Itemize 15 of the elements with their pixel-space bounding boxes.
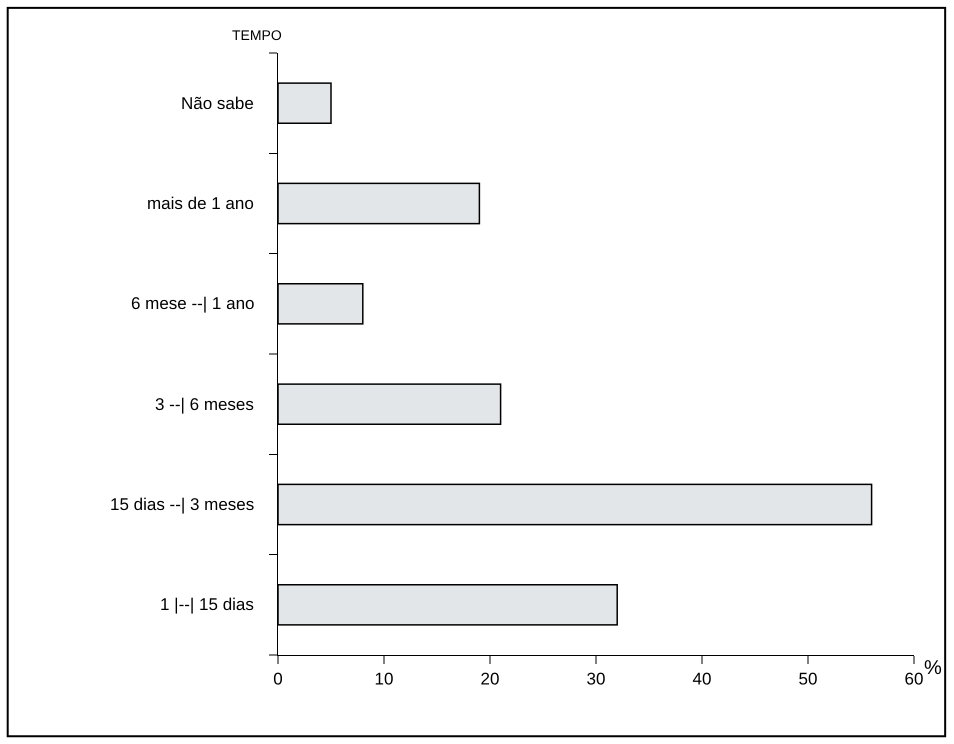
x-tick-label: 40 <box>692 669 712 688</box>
x-tick-label: 50 <box>798 669 818 688</box>
y-tick-label: mais de 1 ano <box>147 194 254 213</box>
y-tick-label: 15 dias --| 3 meses <box>110 495 254 514</box>
x-tick-label: 0 <box>273 669 283 688</box>
y-tick-label: 3 --| 6 meses <box>155 395 254 414</box>
y-tick-label: 6 mese --| 1 ano <box>131 294 254 313</box>
y-tick-label: 1 |--| 15 dias <box>160 595 254 614</box>
x-tick-label: 30 <box>586 669 606 688</box>
x-tick-label: 20 <box>480 669 500 688</box>
x-tick-label: 10 <box>374 669 394 688</box>
x-axis-title: % <box>924 657 942 679</box>
y-tick-label: Não sabe <box>181 94 254 113</box>
x-tick-label: 60 <box>904 669 924 688</box>
y-axis-title: TEMPO <box>232 27 282 43</box>
